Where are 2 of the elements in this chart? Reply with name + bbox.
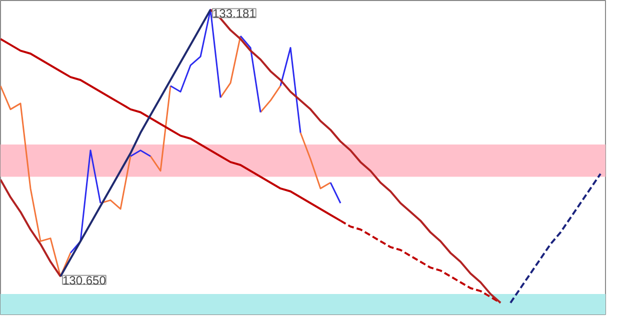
annotation: 130.650 — [62, 273, 106, 288]
annotation: 133.181 — [212, 6, 256, 21]
